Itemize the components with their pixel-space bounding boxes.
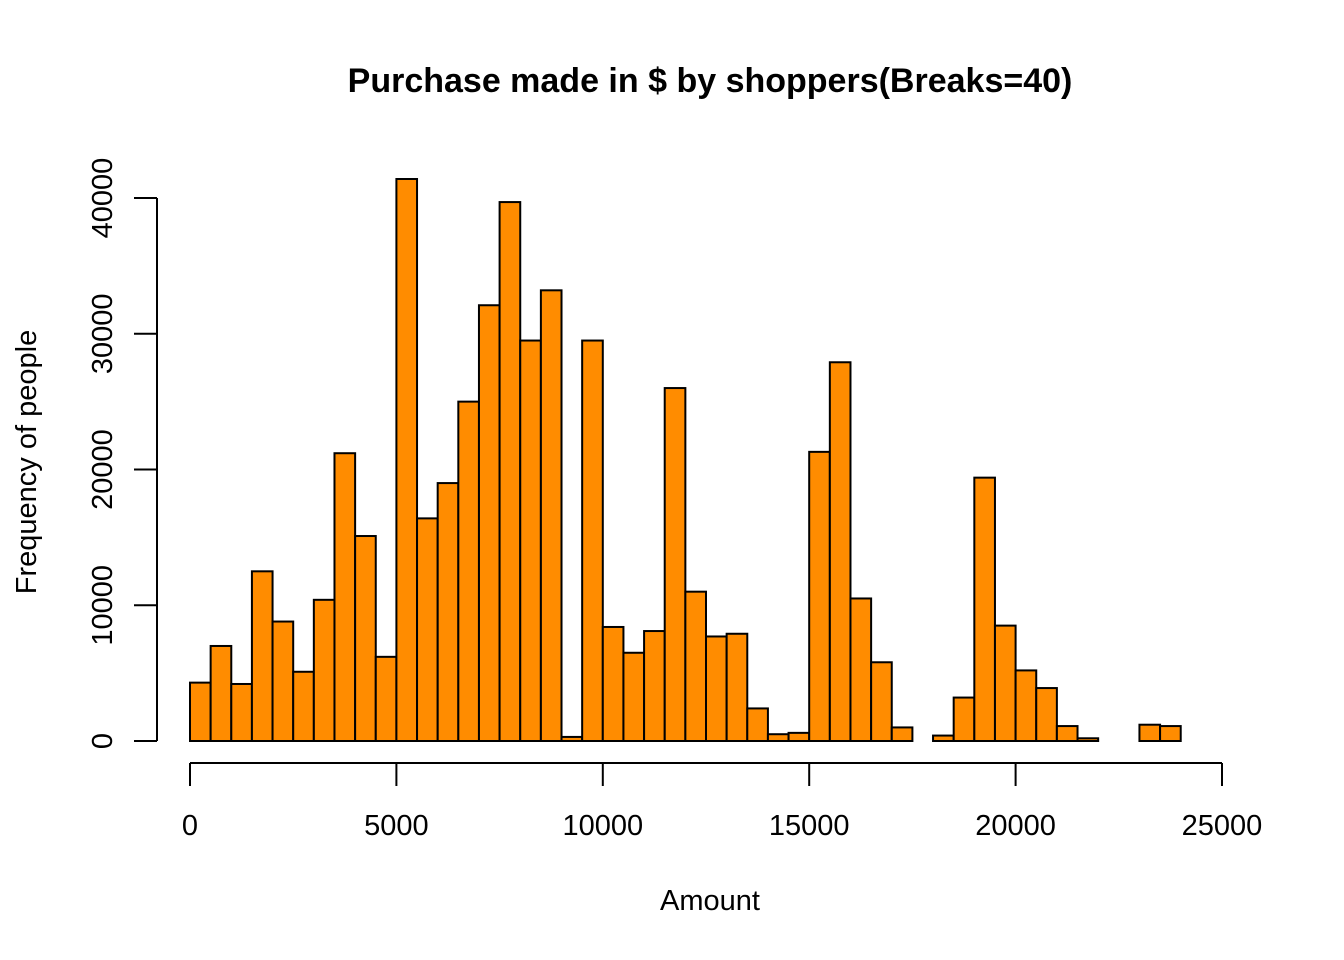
histogram-bar <box>312 598 336 742</box>
histogram-bar <box>581 339 604 742</box>
histogram-bar <box>230 682 253 743</box>
histogram-bar <box>1035 687 1058 743</box>
x-axis-label: Amount <box>660 885 760 917</box>
histogram-bar <box>560 735 584 743</box>
histogram-bar <box>333 452 357 742</box>
histogram-bar <box>539 289 563 742</box>
bars <box>189 178 1182 743</box>
histogram-bar <box>498 201 522 743</box>
x-tick-label: 25000 <box>1182 810 1263 842</box>
histogram-bar <box>354 535 377 743</box>
histogram-bar <box>932 734 955 743</box>
y-tick-label: 30000 <box>87 293 119 374</box>
histogram-bar <box>292 670 315 743</box>
y-tick-label: 20000 <box>87 429 119 510</box>
histogram-bar <box>1055 725 1079 742</box>
histogram-bar <box>787 731 811 743</box>
histogram-bar <box>374 655 398 743</box>
histogram-bar <box>457 400 480 742</box>
histogram-bar <box>1014 669 1038 743</box>
histogram-bar <box>973 476 996 742</box>
histogram-bar <box>395 178 419 742</box>
histogram-bar <box>643 630 666 742</box>
histogram-bar <box>870 661 893 742</box>
y-tick-label: 10000 <box>87 565 119 646</box>
histogram-bar <box>519 339 542 742</box>
histogram-bar <box>1159 725 1182 742</box>
histogram-bar <box>189 681 212 742</box>
x-tick-label: 0 <box>182 810 198 842</box>
histogram-bar <box>746 707 769 742</box>
y-axis-label: Frequency of people <box>11 330 43 594</box>
x-tick-label: 5000 <box>364 810 429 842</box>
y-tick-label: 0 <box>87 733 119 749</box>
histogram-bar <box>993 624 1017 742</box>
histogram-bar <box>477 304 501 742</box>
histogram-bar <box>622 651 646 743</box>
histogram-bar <box>766 733 790 743</box>
x-tick-label: 15000 <box>769 810 850 842</box>
y-axis: 0 10000 20000 30000 40000 <box>87 158 158 749</box>
histogram-bar <box>684 590 707 742</box>
histogram-bar <box>601 625 625 742</box>
x-tick-label: 10000 <box>562 810 643 842</box>
histogram-bar <box>890 726 914 742</box>
histogram-bar <box>952 696 976 742</box>
histogram-bar <box>705 635 728 743</box>
x-tick-label: 20000 <box>975 810 1056 842</box>
x-axis: 0 5000 10000 15000 20000 25000 <box>182 762 1263 842</box>
y-tick-label: 40000 <box>87 158 119 239</box>
histogram-bar <box>1138 723 1162 742</box>
histogram-bar <box>436 482 460 742</box>
chart-title: Purchase made in $ by shoppers(Breaks=40… <box>348 62 1073 100</box>
histogram-bar <box>663 387 687 742</box>
histogram-bar <box>808 450 831 742</box>
histogram-bar <box>271 620 295 743</box>
histogram-bar <box>416 517 439 743</box>
histogram-bar <box>828 361 852 742</box>
histogram-bar <box>1076 737 1100 743</box>
histogram-bar <box>849 597 873 742</box>
histogram-bar <box>250 570 274 743</box>
histogram-bar <box>725 632 749 743</box>
histogram-bar <box>209 644 233 742</box>
